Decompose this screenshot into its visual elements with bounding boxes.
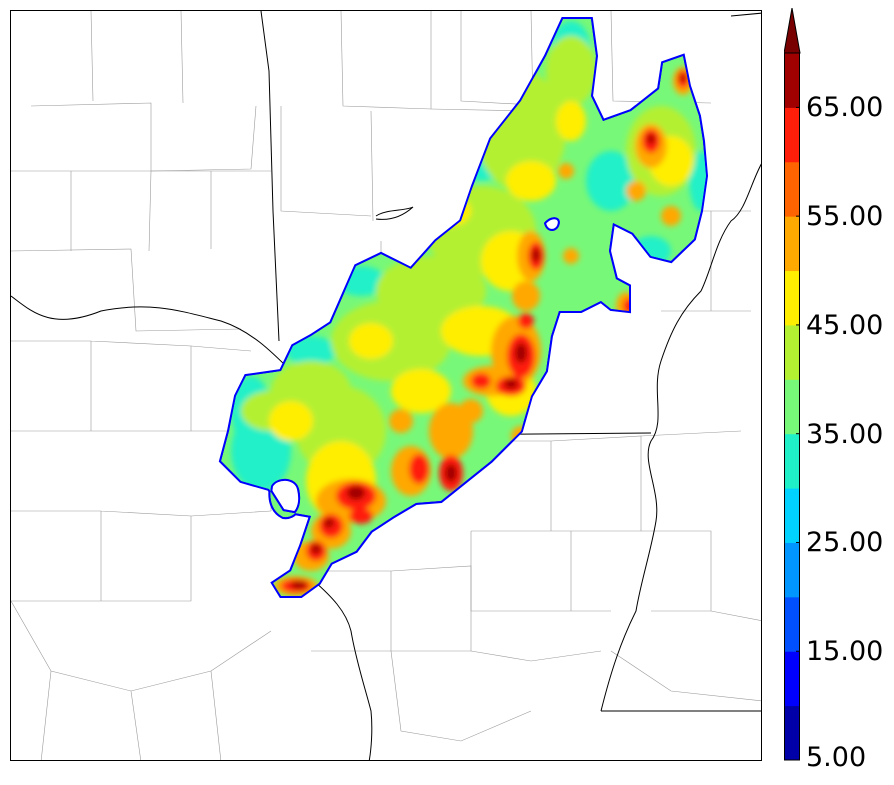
colorbar-tick-label: 15.00 — [806, 636, 884, 668]
echo-cell — [347, 486, 365, 500]
colorbar-swatches — [784, 8, 801, 761]
radar-reflectivity-map[interactable] — [10, 10, 762, 761]
colorbar-band — [784, 705, 800, 761]
colorbar-band — [784, 542, 800, 598]
colorbar-band — [784, 107, 800, 163]
colorbar-frame — [784, 52, 800, 761]
echo-cell — [389, 409, 413, 433]
echo-cell — [269, 401, 313, 441]
colorbar-band — [784, 488, 800, 543]
echo-cell — [661, 206, 681, 226]
colorbar-tick-label: 65.00 — [806, 92, 884, 124]
echo-cell — [459, 399, 483, 423]
colorbar-band — [784, 324, 800, 380]
echo-cell — [626, 181, 646, 201]
echo-cell — [291, 581, 307, 589]
echo-cell — [511, 426, 531, 446]
colorbar-band — [784, 216, 800, 272]
echo-cell — [518, 313, 534, 329]
echo-cell — [532, 248, 540, 262]
echo-cell — [409, 454, 429, 484]
colorbar-tick-label: 5.00 — [806, 742, 867, 773]
reflectivity-field — [218, 17, 709, 598]
colorbar-extend-arrow — [784, 8, 801, 54]
colorbar-band — [784, 596, 800, 652]
colorbar-tick-label: 35.00 — [806, 418, 884, 450]
echo-cell — [689, 151, 706, 211]
echo-cell — [286, 336, 336, 366]
echo-cell — [311, 544, 321, 554]
echo-cell — [471, 373, 491, 389]
colorbar: 65.00 55.00 45.00 35.00 25.00 15.00 5.00 — [784, 8, 894, 773]
colorbar-band — [784, 379, 800, 435]
echo-cell — [445, 464, 457, 482]
echo-cell — [349, 323, 393, 359]
map-canvas — [11, 11, 761, 760]
echo-cell — [647, 134, 655, 144]
echo-cell — [324, 518, 334, 528]
echo-cell — [391, 369, 451, 413]
echo-cell — [515, 343, 527, 363]
echo-cell — [563, 248, 579, 264]
echo-cell — [504, 379, 518, 389]
colorbar-band — [784, 651, 800, 707]
echo-cell — [556, 101, 586, 141]
colorbar-tick-label: 45.00 — [806, 309, 884, 341]
echo-cell — [558, 163, 574, 179]
echo-cell — [349, 508, 373, 524]
colorbar-band — [784, 433, 800, 489]
echo-cell — [506, 161, 556, 201]
echo-cell — [586, 151, 636, 211]
echo-cell — [512, 281, 540, 311]
echo-cell — [431, 196, 471, 226]
colorbar-tick-label: 25.00 — [806, 527, 884, 559]
colorbar-band — [784, 270, 800, 326]
colorbar-tick-label: 55.00 — [806, 201, 884, 233]
echo-cell — [680, 74, 686, 82]
echo-cell — [546, 36, 596, 106]
colorbar-band — [784, 161, 800, 217]
colorbar-band — [784, 53, 800, 108]
